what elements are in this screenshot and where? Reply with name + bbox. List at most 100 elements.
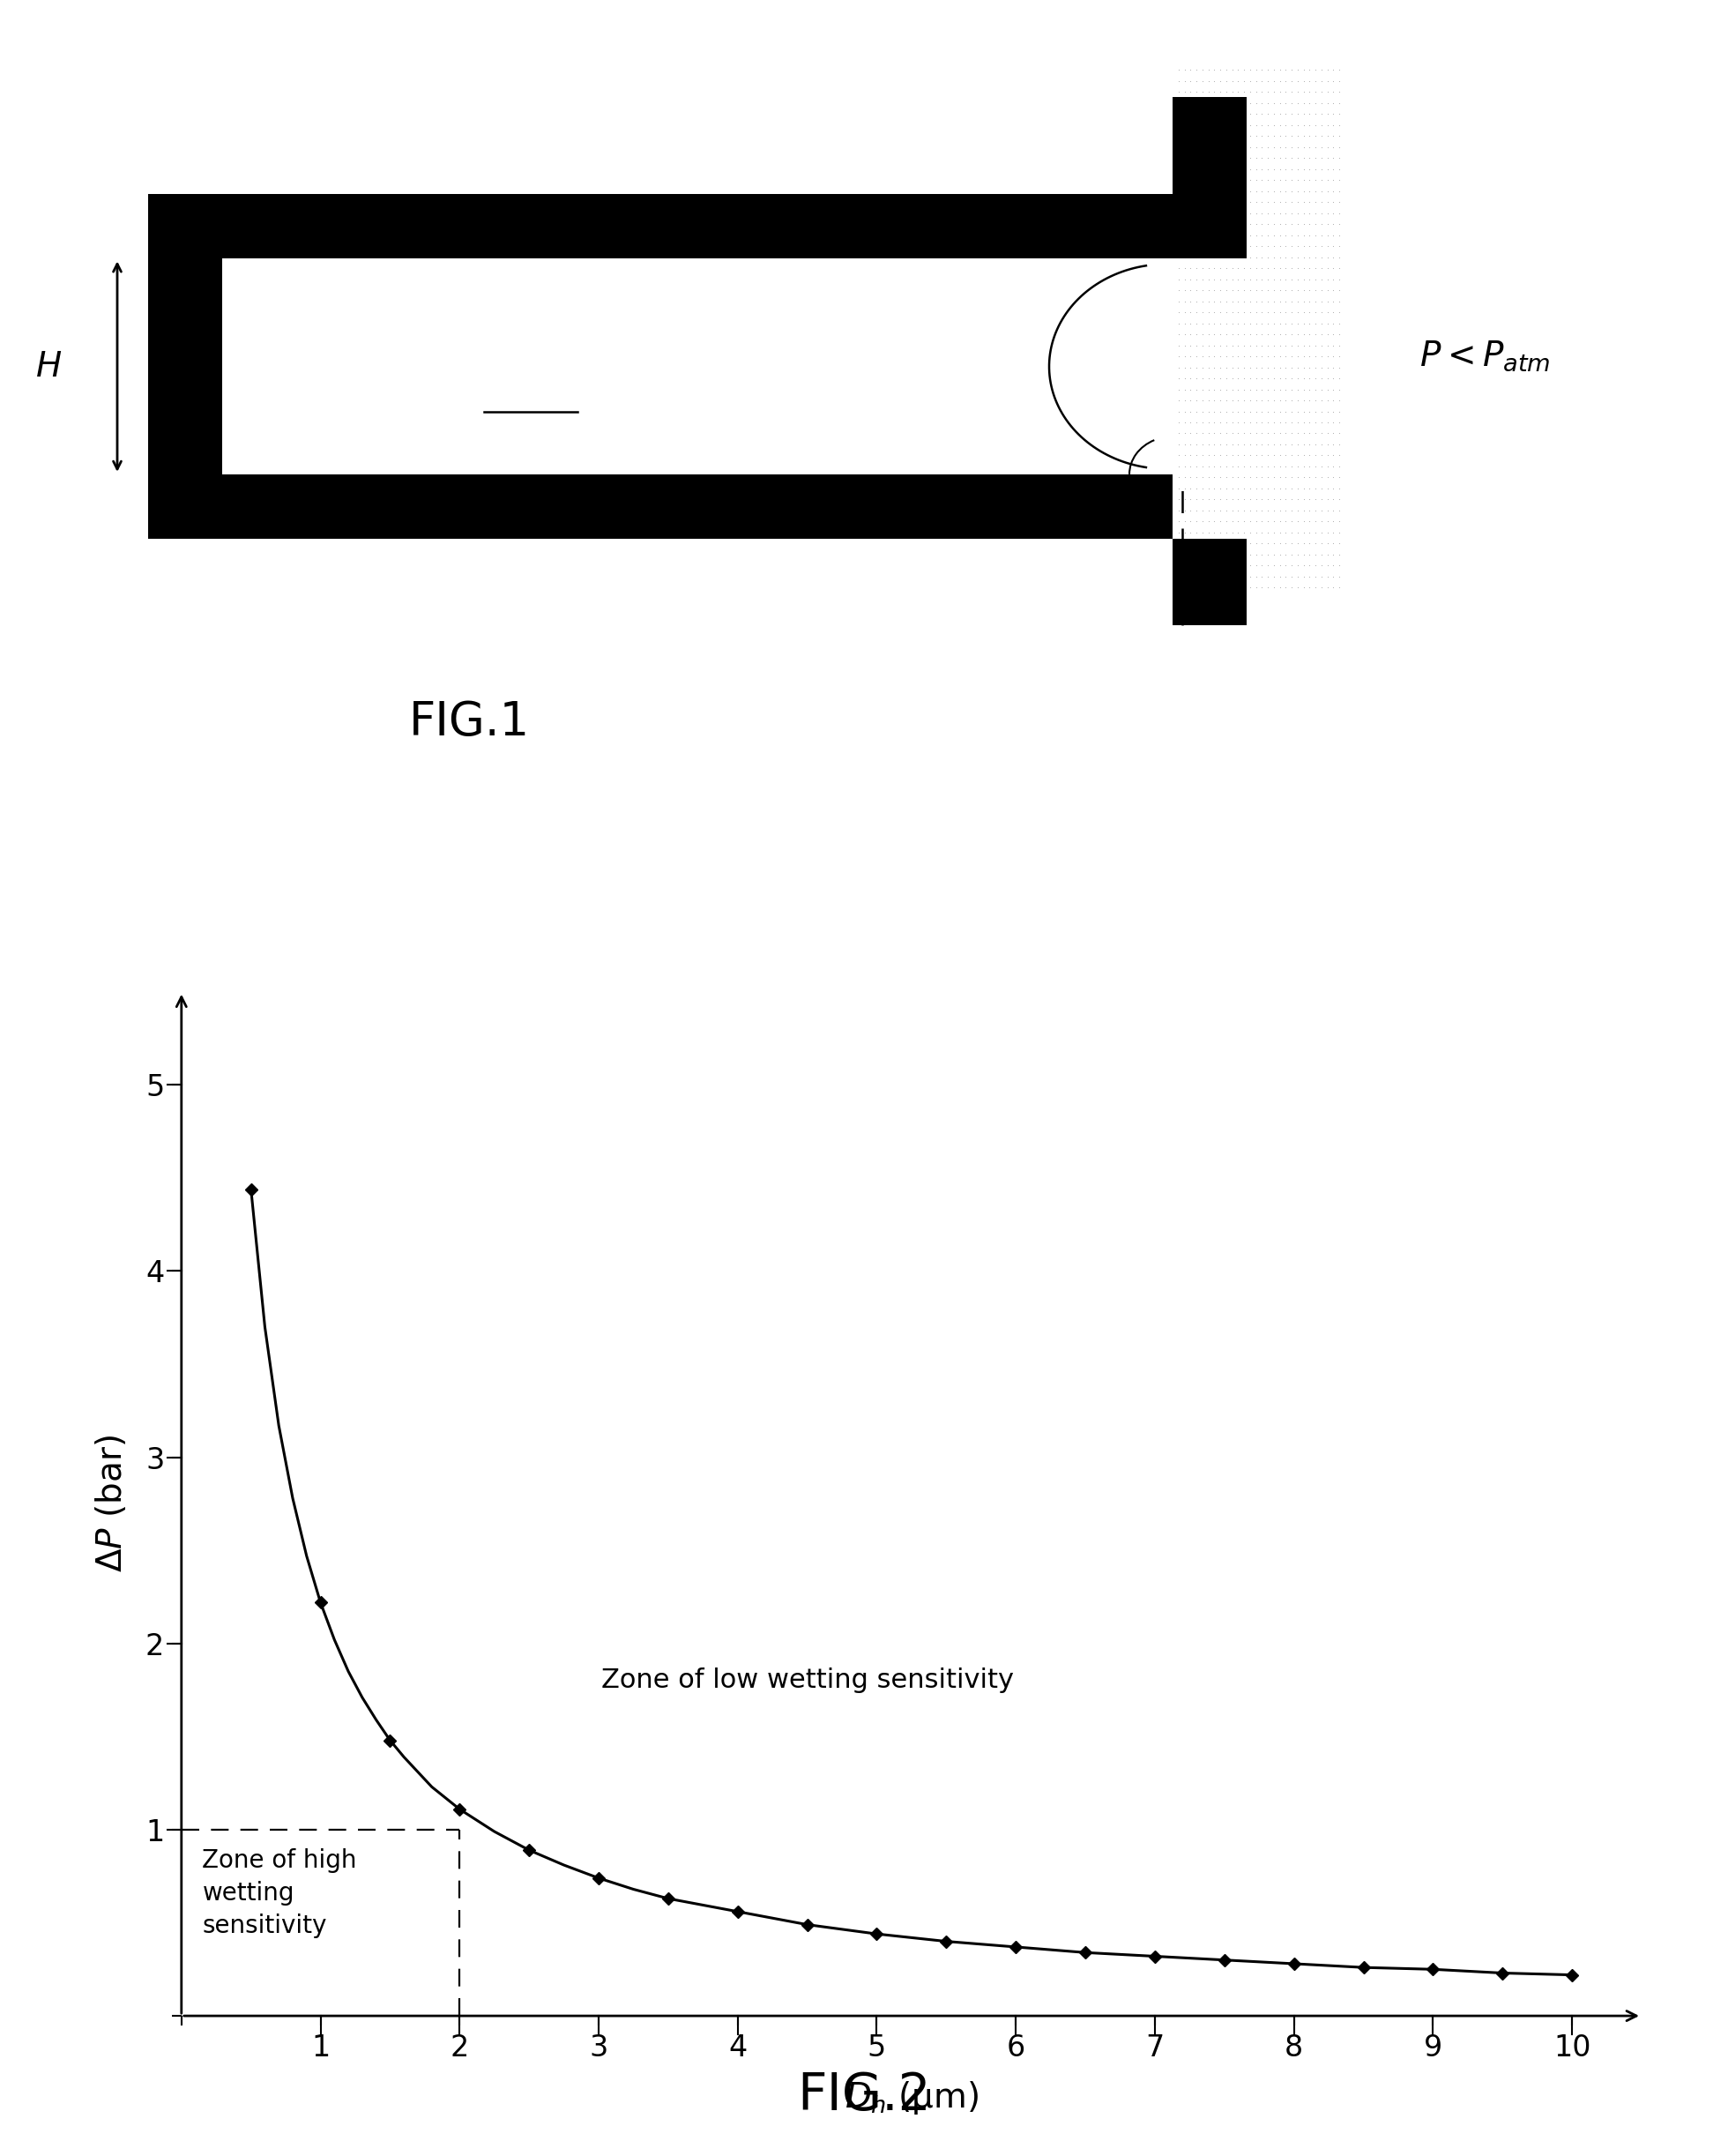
Point bbox=[1242, 360, 1270, 395]
Point bbox=[1242, 483, 1270, 517]
Point bbox=[1218, 295, 1246, 330]
Point bbox=[1296, 483, 1324, 517]
Point bbox=[1325, 185, 1353, 220]
Point bbox=[1213, 263, 1241, 298]
Point bbox=[1255, 317, 1282, 351]
Point bbox=[1289, 349, 1317, 384]
Point bbox=[1189, 239, 1217, 274]
Point bbox=[1213, 175, 1241, 209]
Point bbox=[1301, 129, 1329, 164]
Point bbox=[1165, 263, 1192, 298]
Point bbox=[1296, 373, 1324, 407]
Point bbox=[1172, 207, 1199, 241]
Point bbox=[1218, 274, 1246, 308]
Point bbox=[1213, 338, 1241, 373]
Point bbox=[1272, 349, 1299, 384]
Point bbox=[1177, 285, 1204, 319]
Point bbox=[1218, 239, 1246, 274]
Point bbox=[1301, 384, 1329, 418]
Point bbox=[1301, 448, 1329, 483]
Point bbox=[1308, 75, 1336, 110]
Point bbox=[1182, 438, 1210, 472]
Point bbox=[1213, 207, 1241, 241]
Point bbox=[1165, 569, 1192, 604]
Point bbox=[1218, 349, 1246, 384]
Point bbox=[1236, 338, 1263, 373]
Text: H: H bbox=[36, 349, 62, 384]
Point bbox=[1272, 360, 1299, 395]
Point bbox=[1165, 448, 1192, 483]
Point bbox=[1218, 164, 1246, 198]
Point bbox=[1206, 250, 1234, 285]
Point bbox=[1177, 448, 1204, 483]
Point bbox=[1272, 459, 1299, 494]
Point bbox=[1301, 558, 1329, 593]
Point bbox=[1213, 459, 1241, 494]
Point bbox=[1230, 338, 1258, 373]
Point bbox=[1308, 360, 1336, 395]
Point bbox=[1260, 427, 1287, 461]
Point bbox=[1284, 207, 1312, 241]
Point bbox=[1230, 151, 1258, 185]
Point bbox=[1201, 250, 1229, 285]
Point bbox=[1225, 129, 1253, 164]
Point bbox=[1213, 384, 1241, 418]
Point bbox=[1218, 427, 1246, 461]
Point bbox=[1320, 306, 1348, 341]
Point bbox=[1206, 295, 1234, 330]
Point bbox=[1242, 505, 1270, 539]
Point bbox=[1267, 448, 1294, 483]
Point bbox=[1206, 306, 1234, 341]
Point bbox=[1189, 373, 1217, 407]
Point bbox=[1242, 207, 1270, 241]
Point bbox=[1296, 515, 1324, 550]
Point bbox=[1230, 483, 1258, 517]
Point bbox=[1313, 526, 1341, 561]
Point bbox=[1165, 427, 1192, 461]
Point bbox=[1225, 306, 1253, 341]
Point bbox=[1242, 459, 1270, 494]
Point bbox=[1225, 196, 1253, 231]
Point bbox=[1194, 75, 1222, 110]
Point bbox=[1172, 65, 1199, 99]
Point bbox=[1242, 548, 1270, 582]
Point bbox=[1320, 548, 1348, 582]
Point bbox=[1218, 537, 1246, 571]
Point bbox=[1218, 373, 1246, 407]
Point bbox=[1189, 405, 1217, 440]
Point bbox=[1182, 349, 1210, 384]
Point bbox=[1189, 274, 1217, 308]
Point bbox=[1213, 349, 1241, 384]
Point bbox=[1308, 328, 1336, 362]
Point bbox=[1182, 119, 1210, 153]
Point bbox=[1218, 306, 1246, 341]
Point bbox=[1201, 295, 1229, 330]
Point bbox=[1177, 151, 1204, 185]
Point bbox=[1206, 52, 1234, 86]
Point bbox=[1206, 108, 1234, 142]
Point bbox=[1213, 239, 1241, 274]
Point bbox=[1284, 483, 1312, 517]
Point bbox=[1289, 140, 1317, 175]
Point bbox=[1194, 274, 1222, 308]
Point bbox=[1267, 295, 1294, 330]
Point bbox=[1236, 218, 1263, 252]
Point bbox=[1267, 416, 1294, 451]
Point bbox=[1172, 472, 1199, 507]
Point bbox=[1165, 239, 1192, 274]
Point bbox=[1189, 86, 1217, 121]
Point bbox=[1236, 306, 1263, 341]
Point bbox=[1172, 515, 1199, 550]
Point bbox=[1313, 295, 1341, 330]
Point bbox=[1255, 97, 1282, 132]
Point bbox=[1277, 185, 1305, 220]
Point bbox=[1206, 349, 1234, 384]
Point bbox=[1177, 306, 1204, 341]
Point bbox=[1260, 526, 1287, 561]
Point bbox=[1172, 239, 1199, 274]
Point bbox=[1267, 52, 1294, 86]
Point bbox=[1201, 75, 1229, 110]
Point bbox=[1225, 86, 1253, 121]
Point bbox=[1248, 75, 1275, 110]
Bar bbox=[149, 194, 223, 539]
